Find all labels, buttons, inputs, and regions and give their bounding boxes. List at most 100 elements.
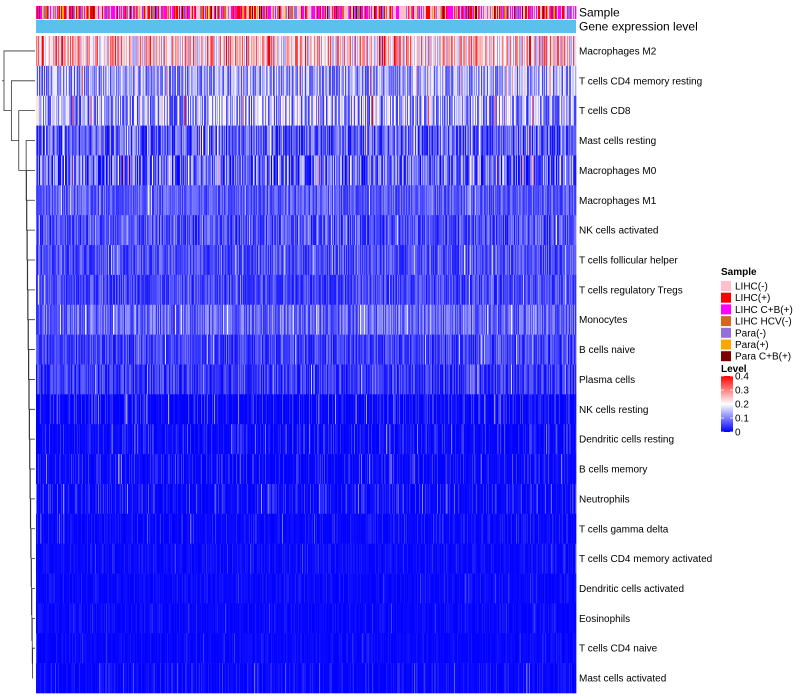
heatmap-cell <box>122 125 124 156</box>
sample-annotation-cell <box>56 6 58 19</box>
heatmap-cell <box>46 215 48 246</box>
heatmap-cell <box>294 215 296 246</box>
heatmap-cell <box>556 65 558 97</box>
heatmap-cell <box>85 36 87 67</box>
heatmap-cell <box>250 125 252 156</box>
heatmap-cell <box>479 95 481 126</box>
heatmap-cell <box>305 155 307 186</box>
heatmap-cell <box>428 185 430 216</box>
heatmap-cell <box>473 185 475 216</box>
sample-annotation-cell <box>303 6 305 19</box>
heatmap-cell <box>386 155 388 186</box>
heatmap-cell <box>343 65 345 97</box>
heatmap-cell <box>417 36 419 67</box>
heatmap-cell <box>563 215 565 246</box>
heatmap-cell <box>333 185 335 216</box>
heatmap-cell <box>391 36 393 67</box>
heatmap-cell <box>395 36 397 67</box>
heatmap-cell <box>98 36 100 67</box>
heatmap-cell <box>220 125 222 156</box>
heatmap-cell <box>233 65 235 97</box>
heatmap-cell <box>323 185 325 216</box>
heatmap-cell <box>497 215 499 246</box>
heatmap-cell <box>39 185 41 216</box>
heatmap-cell <box>369 215 371 246</box>
heatmap-cell <box>400 185 402 216</box>
heatmap-cell <box>240 215 242 246</box>
sample-annotation-cell <box>184 6 186 19</box>
heatmap-cell <box>331 155 333 186</box>
heatmap-cell <box>81 185 83 216</box>
heatmap-cell <box>167 125 169 156</box>
sample-annotation-cell <box>547 6 549 19</box>
heatmap-cell <box>172 185 174 216</box>
heatmap-cell <box>412 95 414 126</box>
heatmap-cell <box>162 125 164 156</box>
heatmap-cell <box>111 155 113 186</box>
heatmap-cell <box>488 125 490 156</box>
heatmap-cell <box>434 95 436 126</box>
heatmap-cell <box>271 65 273 97</box>
heatmap-cell <box>262 155 264 186</box>
heatmap-cell <box>163 125 165 156</box>
heatmap-cell <box>117 155 119 186</box>
heatmap-cell <box>532 155 534 186</box>
heatmap-cell <box>469 65 471 97</box>
heatmap-cell <box>265 125 267 156</box>
heatmap-cell <box>144 36 146 67</box>
heatmap-cell <box>324 36 326 67</box>
heatmap-cell <box>339 125 341 156</box>
heatmap-cell <box>236 65 238 97</box>
heatmap-cell <box>479 125 481 156</box>
heatmap-cell <box>148 36 150 67</box>
heatmap-cell <box>415 185 417 216</box>
heatmap-cell <box>222 65 224 97</box>
sample-annotation-cell <box>546 6 548 19</box>
heatmap-cell <box>408 65 410 97</box>
heatmap-cell <box>257 125 259 156</box>
heatmap-cell <box>345 185 347 216</box>
heatmap-cell <box>442 36 444 67</box>
heatmap-cell <box>112 155 114 186</box>
heatmap-cell <box>427 155 429 186</box>
heatmap-cell <box>553 36 555 67</box>
heatmap-cell <box>455 95 457 126</box>
heatmap-cell <box>560 155 562 186</box>
heatmap-cell <box>349 95 351 126</box>
sample-annotation-cell <box>469 6 471 19</box>
heatmap-cell <box>421 215 423 246</box>
heatmap-cell <box>124 36 126 67</box>
heatmap-cell <box>250 215 252 246</box>
heatmap-cell <box>205 185 207 216</box>
sample-annotation-cell <box>81 6 83 19</box>
heatmap-cell <box>428 215 430 246</box>
heatmap-cell <box>83 95 85 126</box>
heatmap-cell <box>493 95 495 126</box>
heatmap-cell <box>194 215 196 246</box>
heatmap-cell <box>77 95 79 126</box>
heatmap-cell <box>52 36 54 67</box>
heatmap-cell <box>485 65 487 97</box>
heatmap-cell <box>128 65 130 97</box>
heatmap-cell <box>266 95 268 126</box>
heatmap-cell <box>402 125 404 156</box>
heatmap-cell <box>51 215 53 246</box>
heatmap-cell <box>182 36 184 67</box>
heatmap-cell <box>55 95 57 126</box>
heatmap-cell <box>333 95 335 126</box>
heatmap-cell <box>489 95 491 126</box>
heatmap-cell <box>186 155 188 186</box>
heatmap-cell <box>269 185 271 216</box>
heatmap-cell <box>67 155 69 186</box>
heatmap-cell <box>128 36 130 67</box>
heatmap-cell <box>541 185 543 216</box>
heatmap-cell <box>294 65 296 97</box>
heatmap-cell <box>227 36 229 67</box>
heatmap-cell <box>392 125 394 156</box>
heatmap-cell <box>545 95 547 126</box>
heatmap-cell <box>533 65 535 97</box>
heatmap-cell <box>306 215 308 246</box>
heatmap-cell <box>401 185 403 216</box>
heatmap-cell <box>451 185 453 216</box>
heatmap-cell <box>241 95 243 126</box>
